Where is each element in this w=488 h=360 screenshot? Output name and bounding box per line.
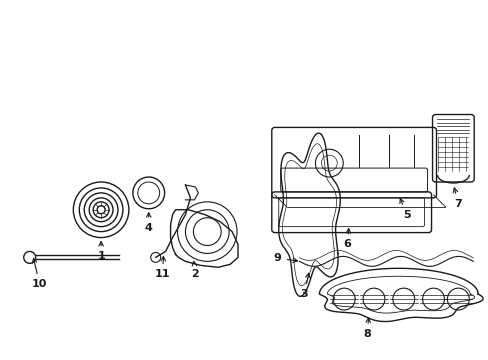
Text: 1: 1 <box>97 242 105 261</box>
Text: 2: 2 <box>191 261 199 279</box>
Text: 8: 8 <box>363 318 370 339</box>
Text: 11: 11 <box>155 256 170 279</box>
Text: 10: 10 <box>32 258 47 289</box>
Text: 7: 7 <box>452 188 461 209</box>
Text: 6: 6 <box>343 229 350 249</box>
Text: 3: 3 <box>300 273 309 299</box>
Text: 4: 4 <box>144 213 152 233</box>
Text: 9: 9 <box>273 253 297 264</box>
Text: 5: 5 <box>399 199 410 220</box>
